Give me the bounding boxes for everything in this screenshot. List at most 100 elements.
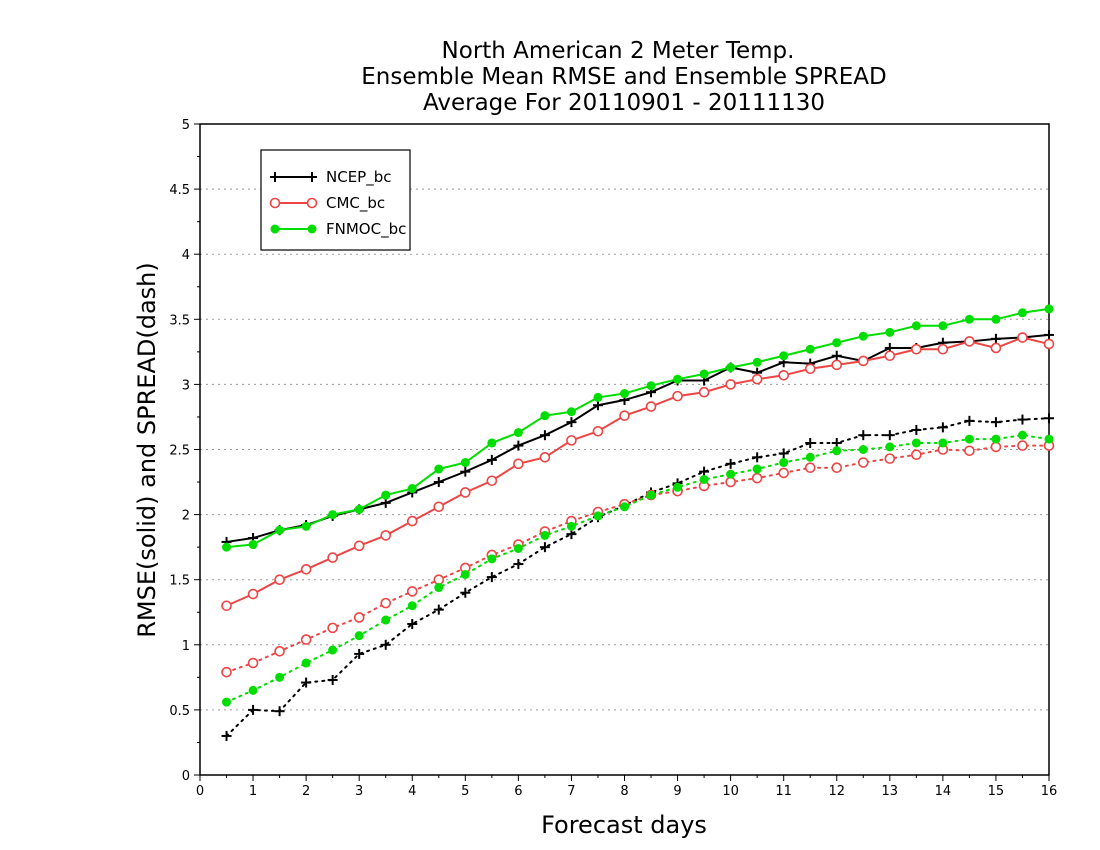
spread-point-cmc_bc	[380, 597, 392, 609]
spread-point-cmc_bc	[433, 574, 445, 586]
spread-point-ncep_bc	[858, 430, 869, 441]
rmse-point-cmc_bc	[539, 452, 551, 463]
rmse-point-fnmoc_bc	[699, 369, 709, 379]
x-tick-label: 8	[620, 784, 628, 799]
series-layer	[221, 304, 1055, 741]
legend-item-fnmoc_bc: FNMOC_bc	[270, 220, 406, 239]
spread-point-cmc_bc	[911, 449, 922, 461]
x-tick-label: 13	[882, 784, 899, 799]
rmse-point-fnmoc_bc	[275, 525, 285, 535]
rmse-point-cmc_bc	[513, 458, 524, 470]
rmse-point-ncep_bc	[433, 477, 444, 488]
gridlines	[200, 188, 1049, 711]
rmse-point-fnmoc_bc	[964, 314, 974, 324]
rmse-point-cmc_bc	[566, 435, 577, 446]
spread-point-ncep_bc	[1017, 414, 1028, 425]
rmse-point-cmc_bc	[247, 588, 259, 600]
spread-point-ncep_bc	[274, 706, 285, 717]
spread-point-cmc_bc	[725, 476, 736, 488]
y-tick-label: 2.5	[169, 444, 190, 459]
spread-point-cmc_bc	[831, 462, 843, 474]
rmse-point-cmc_bc	[592, 425, 604, 437]
spread-point-fnmoc_bc	[938, 438, 948, 448]
x-tick-label: 6	[514, 784, 522, 799]
rmse-point-fnmoc_bc	[1017, 308, 1027, 318]
spread-point-cmc_bc	[300, 634, 312, 645]
legend-marker	[270, 224, 280, 234]
spread-point-ncep_bc	[990, 417, 1001, 428]
rmse-point-cmc_bc	[990, 342, 1002, 354]
rmse-point-fnmoc_bc	[1044, 304, 1054, 314]
spread-point-fnmoc_bc	[301, 658, 311, 668]
series-fnmoc_bc	[222, 304, 1054, 707]
rmse-point-fnmoc_bc	[858, 331, 868, 341]
spread-point-fnmoc_bc	[620, 502, 629, 512]
spread-point-fnmoc_bc	[328, 645, 338, 655]
legend-marker	[270, 172, 280, 182]
rmse-point-ncep_bc	[539, 430, 550, 441]
rmse-point-ncep_bc	[566, 417, 577, 428]
y-tick-label: 5	[182, 118, 190, 133]
rmse-point-fnmoc_bc	[593, 392, 603, 402]
legend: NCEP_bc CMC_bc FNMOC_bc	[260, 149, 411, 251]
legend-marker	[306, 197, 318, 209]
spread-point-fnmoc_bc	[964, 434, 974, 444]
legend-marker	[269, 197, 281, 209]
spread-point-ncep_bc	[725, 458, 736, 469]
legend-marker	[307, 224, 317, 234]
spread-point-fnmoc_bc	[566, 521, 576, 531]
x-tick-label: 14	[935, 784, 952, 799]
spread-point-fnmoc_bc	[354, 631, 364, 641]
spread-point-ncep_bc	[301, 677, 312, 688]
spread-point-fnmoc_bc	[673, 482, 683, 492]
spread-point-fnmoc_bc	[885, 442, 895, 452]
legend-item-ncep_bc: NCEP_bc	[270, 168, 392, 187]
spread-point-fnmoc_bc	[832, 446, 842, 456]
rmse-point-cmc_bc	[725, 379, 736, 390]
rmse-point-cmc_bc	[1017, 332, 1028, 343]
rmse-point-cmc_bc	[698, 386, 710, 398]
rmse-point-fnmoc_bc	[726, 362, 736, 372]
spread-point-fnmoc_bc	[460, 569, 470, 579]
rmse-point-cmc_bc	[645, 401, 657, 412]
series-cmc_bc	[221, 332, 1055, 678]
spread-point-cmc_bc	[221, 666, 232, 678]
axes: 0 1 2 3 4 5 6 7 8 9 10 11 12 13 14 15 1600.511.522.533.5…	[169, 118, 1057, 799]
chart-title-line-2: Ensemble Mean RMSE and Ensemble SPREAD	[361, 64, 886, 90]
spread-point-ncep_bc	[937, 422, 948, 433]
rmse-point-cmc_bc	[1043, 338, 1055, 350]
rmse-point-fnmoc_bc	[460, 458, 470, 468]
rmse-point-cmc_bc	[884, 350, 896, 362]
spread-point-fnmoc_bc	[593, 511, 603, 521]
spread-point-fnmoc_bc	[858, 445, 868, 454]
spread-point-cmc_bc	[857, 457, 869, 468]
spread-point-ncep_bc	[778, 448, 789, 459]
rmse-point-fnmoc_bc	[301, 521, 311, 531]
x-tick-label: 7	[567, 784, 575, 799]
legend-marker	[307, 172, 317, 182]
rmse-point-fnmoc_bc	[381, 490, 391, 500]
rmse-point-cmc_bc	[911, 343, 922, 355]
y-tick-label: 4	[182, 248, 190, 263]
spread-point-fnmoc_bc	[752, 464, 762, 474]
spread-line-fnmoc_bc	[225, 434, 1050, 704]
rmse-point-cmc_bc	[460, 487, 471, 498]
rmse-point-cmc_bc	[778, 369, 789, 381]
y-tick-label: 2	[182, 509, 190, 524]
spread-point-fnmoc_bc	[248, 685, 258, 695]
y-tick-label: 0.5	[169, 704, 190, 719]
rmse-point-fnmoc_bc	[354, 504, 364, 514]
legend-item-cmc_bc: CMC_bc	[269, 194, 385, 213]
spread-point-fnmoc_bc	[646, 490, 656, 500]
spread-point-ncep_bc	[248, 704, 259, 715]
spread-point-ncep_bc	[460, 587, 471, 598]
rmse-point-fnmoc_bc	[938, 321, 948, 331]
rmse-point-cmc_bc	[804, 363, 816, 375]
rmse-point-cmc_bc	[433, 501, 445, 513]
spread-point-ncep_bc	[221, 730, 232, 741]
rmse-point-fnmoc_bc	[911, 321, 921, 331]
legend-label: NCEP_bc	[326, 168, 392, 187]
spread-point-ncep_bc	[1044, 413, 1054, 424]
spread-point-fnmoc_bc	[487, 554, 497, 564]
x-tick-label: 12	[828, 784, 845, 799]
